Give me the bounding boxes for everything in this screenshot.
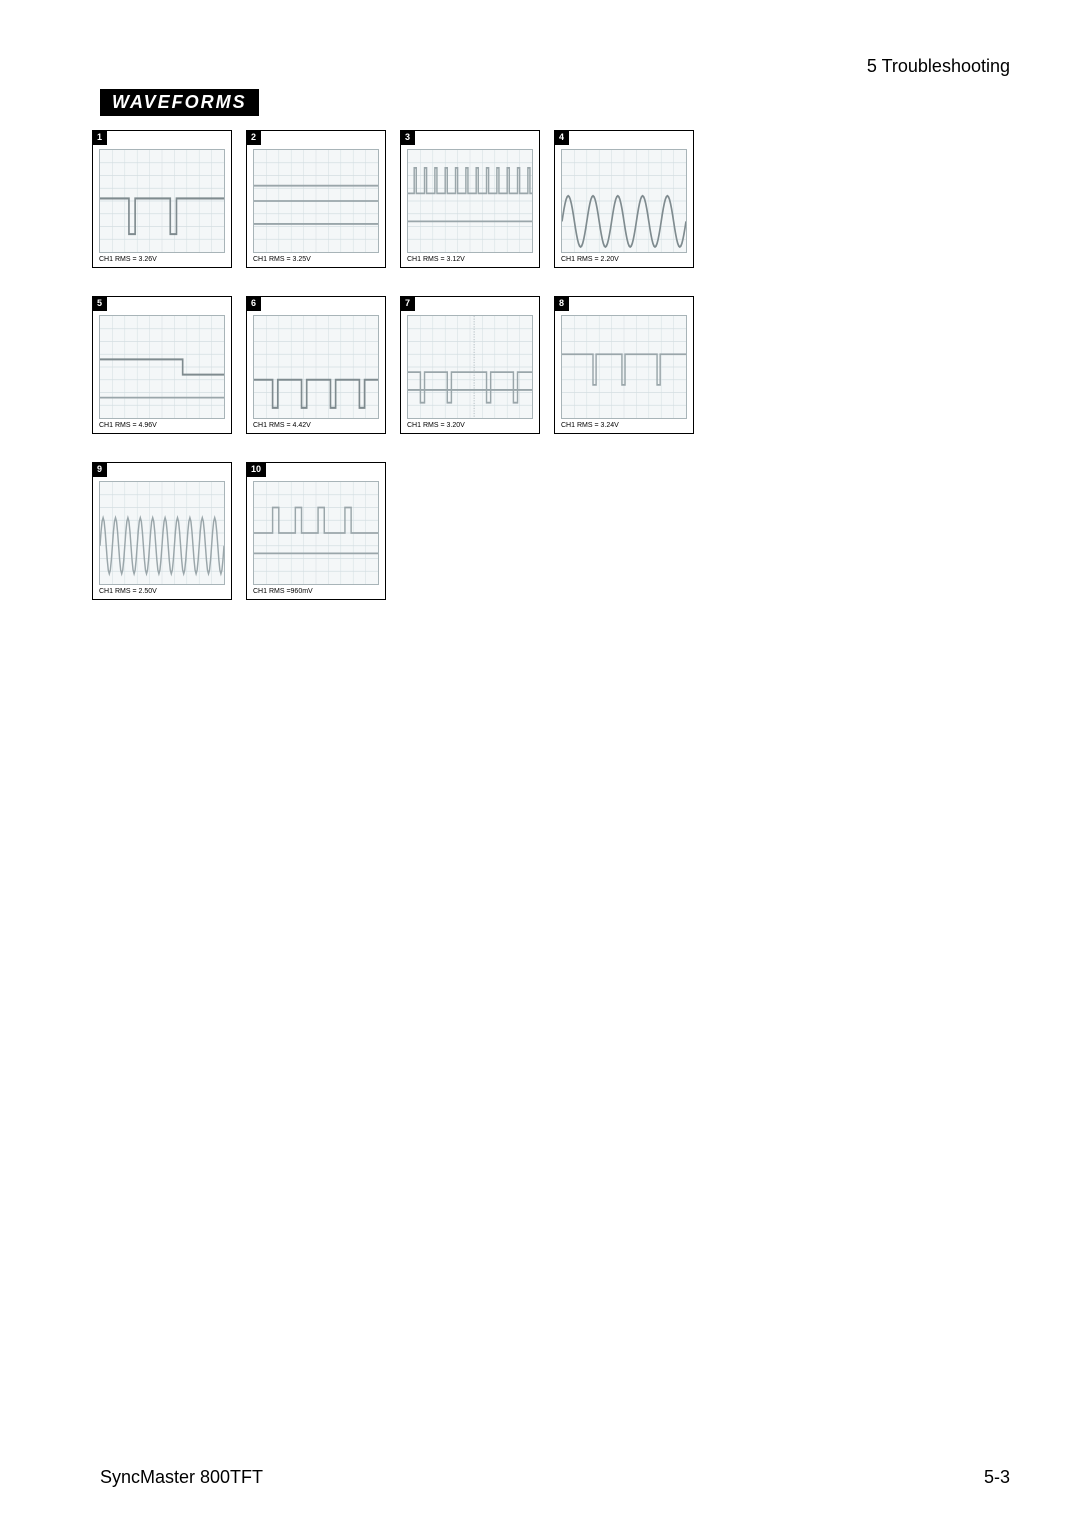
rms-readout: CH1 RMS = 3.12V (407, 256, 533, 263)
oscilloscope-screen (253, 315, 379, 419)
waveform-grid: 1 CH1 RMS = 3.26V 2 CH1 RMS = 3.25V 3 CH… (92, 130, 712, 600)
waveform-panel: 8 CH1 RMS = 3.24V (554, 296, 694, 434)
rms-readout: CH1 RMS = 2.50V (99, 588, 225, 595)
header-section-label: 5 Troubleshooting (867, 56, 1010, 77)
oscilloscope-screen (99, 481, 225, 585)
oscilloscope-screen (253, 149, 379, 253)
panel-number-badge: 5 (92, 296, 107, 311)
document-page: 5 Troubleshooting WAVEFORMS 1 CH1 RMS = … (0, 0, 1080, 1528)
panel-number-badge: 1 (92, 130, 107, 145)
rms-readout: CH1 RMS = 4.96V (99, 422, 225, 429)
oscilloscope-screen (407, 315, 533, 419)
waveform-panel: 6 CH1 RMS = 4.42V (246, 296, 386, 434)
footer-model: SyncMaster 800TFT (100, 1467, 263, 1488)
panel-number-badge: 7 (400, 296, 415, 311)
section-title: WAVEFORMS (100, 89, 259, 116)
rms-readout: CH1 RMS = 2.20V (561, 256, 687, 263)
rms-readout: CH1 RMS = 3.25V (253, 256, 379, 263)
panel-number-badge: 6 (246, 296, 261, 311)
waveform-panel: 2 CH1 RMS = 3.25V (246, 130, 386, 268)
oscilloscope-screen (561, 149, 687, 253)
rms-readout: CH1 RMS = 4.42V (253, 422, 379, 429)
panel-number-badge: 4 (554, 130, 569, 145)
waveform-panel: 9 CH1 RMS = 2.50V (92, 462, 232, 600)
oscilloscope-screen (407, 149, 533, 253)
panel-number-badge: 8 (554, 296, 569, 311)
waveform-panel: 3 CH1 RMS = 3.12V (400, 130, 540, 268)
waveform-panel: 5 CH1 RMS = 4.96V (92, 296, 232, 434)
oscilloscope-screen (99, 315, 225, 419)
footer-page-number: 5-3 (984, 1467, 1010, 1488)
panel-number-badge: 9 (92, 462, 107, 477)
waveform-panel: 1 CH1 RMS = 3.26V (92, 130, 232, 268)
panel-number-badge: 10 (246, 462, 266, 477)
oscilloscope-screen (99, 149, 225, 253)
rms-readout: CH1 RMS = 3.24V (561, 422, 687, 429)
rms-readout: CH1 RMS =960mV (253, 588, 379, 595)
waveform-panel: 7 CH1 RMS = 3.20V (400, 296, 540, 434)
panel-number-badge: 3 (400, 130, 415, 145)
waveform-panel: 4 CH1 RMS = 2.20V (554, 130, 694, 268)
oscilloscope-screen (253, 481, 379, 585)
waveform-panel: 10 CH1 RMS =960mV (246, 462, 386, 600)
oscilloscope-screen (561, 315, 687, 419)
rms-readout: CH1 RMS = 3.20V (407, 422, 533, 429)
rms-readout: CH1 RMS = 3.26V (99, 256, 225, 263)
panel-number-badge: 2 (246, 130, 261, 145)
page-footer: SyncMaster 800TFT 5-3 (100, 1467, 1010, 1488)
